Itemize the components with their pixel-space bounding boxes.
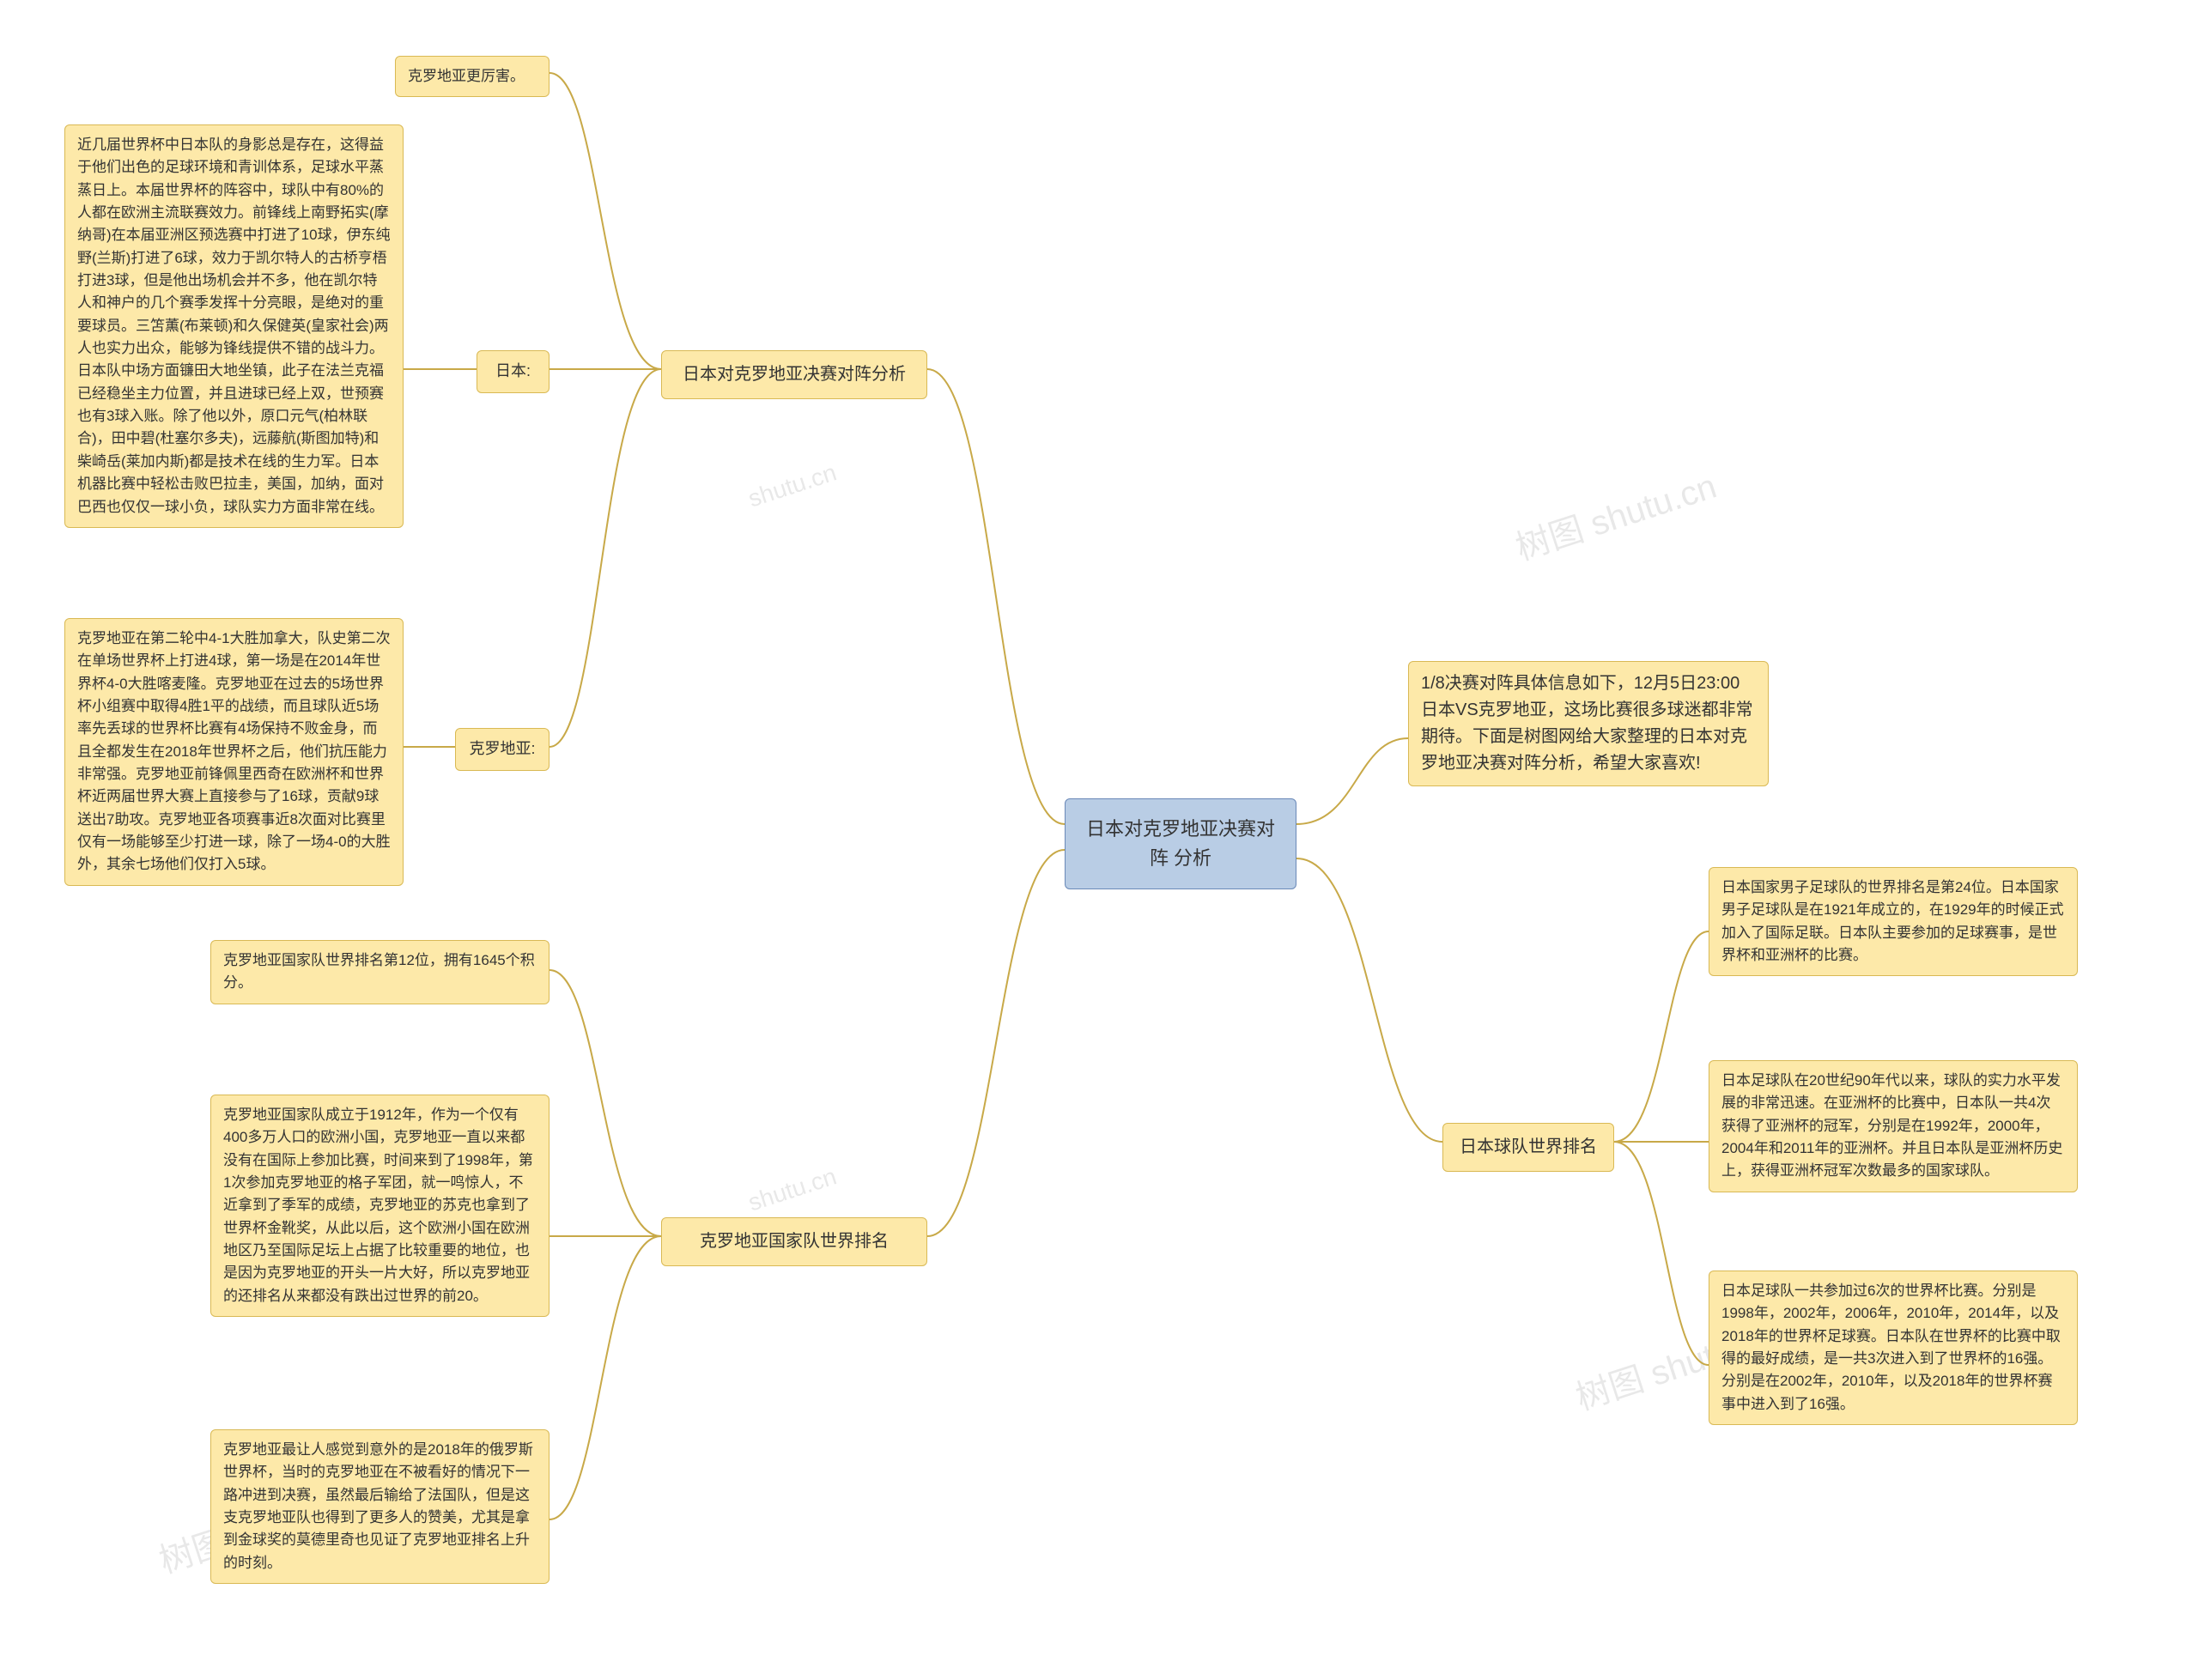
croatia-text: 克罗地亚在第二轮中4-1大胜加拿大，队史第二次在单场世界杯上打进4球，第一场是在… — [64, 618, 404, 886]
croatia-label[interactable]: 克罗地亚: — [455, 728, 550, 771]
japan-text: 近几届世界杯中日本队的身影总是存在，这得益于他们出色的足球环境和青训体系，足球水… — [64, 124, 404, 528]
japan-label[interactable]: 日本: — [477, 350, 550, 393]
watermark: 树图 shutu.cn — [1509, 458, 1721, 570]
analysis-branch[interactable]: 日本对克罗地亚决赛对阵分析 — [661, 350, 927, 399]
cro-rank-item-3: 克罗地亚最让人感觉到意外的是2018年的俄罗斯世界杯，当时的克罗地亚在不被看好的… — [210, 1429, 550, 1584]
jp-rank-branch[interactable]: 日本球队世界排名 — [1442, 1123, 1614, 1172]
cro-rank-item-1: 克罗地亚国家队世界排名第12位，拥有1645个积分。 — [210, 940, 550, 1004]
jp-rank-item-1: 日本国家男子足球队的世界排名是第24位。日本国家男子足球队是在1921年成立的，… — [1709, 867, 2078, 976]
root-node[interactable]: 日本对克罗地亚决赛对阵 分析 — [1065, 798, 1296, 889]
cro-rank-item-2: 克罗地亚国家队成立于1912年，作为一个仅有400多万人口的欧洲小国，克罗地亚一… — [210, 1095, 550, 1317]
better-text: 克罗地亚更厉害。 — [395, 56, 550, 97]
jp-rank-item-2: 日本足球队在20世纪90年代以来，球队的实力水平发展的非常迅速。在亚洲杯的比赛中… — [1709, 1060, 2078, 1192]
watermark: shutu.cn — [745, 1162, 841, 1216]
watermark: shutu.cn — [745, 458, 841, 512]
jp-rank-item-3: 日本足球队一共参加过6次的世界杯比赛。分别是1998年，2002年，2006年，… — [1709, 1271, 2078, 1425]
intro-text: 1/8决赛对阵具体信息如下，12月5日23:00 日本VS克罗地亚，这场比赛很多… — [1408, 661, 1769, 786]
cro-rank-branch[interactable]: 克罗地亚国家队世界排名 — [661, 1217, 927, 1266]
